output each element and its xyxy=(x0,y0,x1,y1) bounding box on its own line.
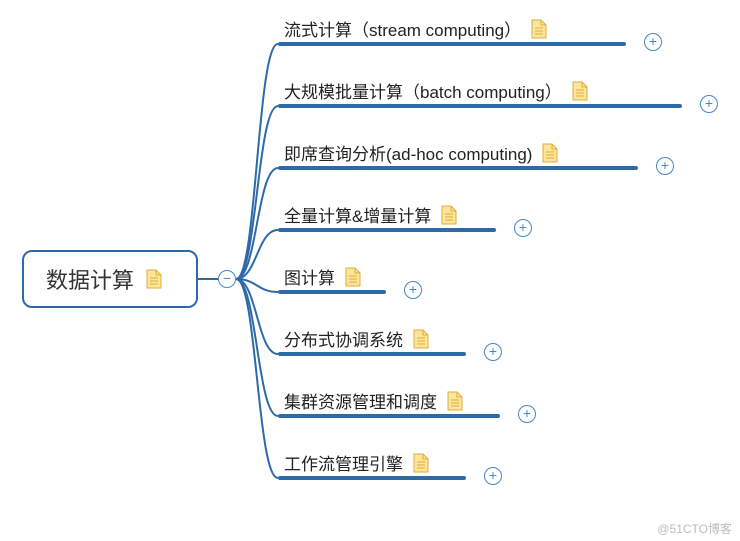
note-icon[interactable] xyxy=(572,81,588,101)
child-node[interactable]: 即席查询分析(ad-hoc computing) xyxy=(284,140,558,165)
child-underline xyxy=(278,42,626,46)
note-icon[interactable] xyxy=(542,143,558,163)
expand-button[interactable]: + xyxy=(700,95,718,113)
root-label: 数据计算 xyxy=(46,263,134,295)
child-underline xyxy=(278,228,496,232)
child-label: 分布式协调系统 xyxy=(284,326,403,351)
watermark: @51CTO博客 xyxy=(657,520,732,537)
note-icon[interactable] xyxy=(146,269,162,289)
child-underline xyxy=(278,352,466,356)
child-underline xyxy=(278,290,386,294)
child-label: 工作流管理引擎 xyxy=(284,450,403,475)
note-icon[interactable] xyxy=(345,267,361,287)
child-node[interactable]: 大规模批量计算（batch computing） xyxy=(284,78,588,103)
child-node[interactable]: 流式计算（stream computing） xyxy=(284,16,547,41)
child-underline xyxy=(278,104,682,108)
expand-button[interactable]: + xyxy=(404,281,422,299)
note-icon[interactable] xyxy=(441,205,457,225)
child-label: 即席查询分析(ad-hoc computing) xyxy=(284,140,532,165)
child-underline xyxy=(278,166,638,170)
child-label: 集群资源管理和调度 xyxy=(284,388,437,413)
child-label: 图计算 xyxy=(284,264,335,289)
child-node[interactable]: 图计算 xyxy=(284,264,361,289)
child-node[interactable]: 集群资源管理和调度 xyxy=(284,388,463,413)
child-underline xyxy=(278,414,500,418)
note-icon[interactable] xyxy=(413,453,429,473)
note-icon[interactable] xyxy=(413,329,429,349)
note-icon[interactable] xyxy=(447,391,463,411)
expand-button[interactable]: + xyxy=(518,405,536,423)
child-node[interactable]: 全量计算&增量计算 xyxy=(284,202,457,227)
root-node[interactable]: 数据计算 xyxy=(22,250,198,308)
child-label: 大规模批量计算（batch computing） xyxy=(284,78,562,103)
note-icon[interactable] xyxy=(531,19,547,39)
expand-button[interactable]: + xyxy=(484,343,502,361)
child-node[interactable]: 分布式协调系统 xyxy=(284,326,429,351)
expand-button[interactable]: + xyxy=(514,219,532,237)
expand-button[interactable]: + xyxy=(656,157,674,175)
child-label: 流式计算（stream computing） xyxy=(284,16,521,41)
expand-button[interactable]: + xyxy=(484,467,502,485)
collapse-button[interactable]: − xyxy=(218,270,236,288)
expand-button[interactable]: + xyxy=(644,33,662,51)
child-label: 全量计算&增量计算 xyxy=(284,202,431,227)
child-underline xyxy=(278,476,466,480)
child-node[interactable]: 工作流管理引擎 xyxy=(284,450,429,475)
